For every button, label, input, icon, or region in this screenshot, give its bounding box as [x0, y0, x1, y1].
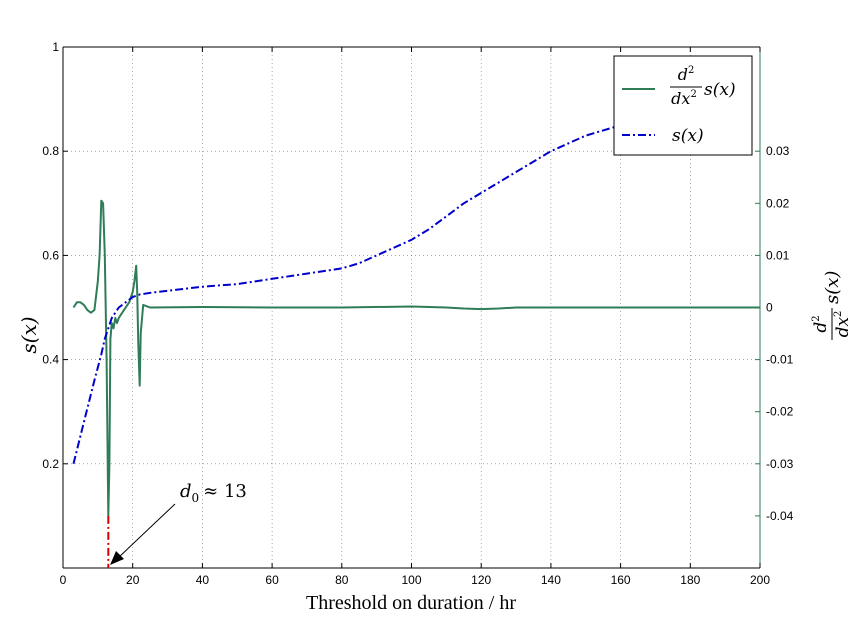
x-tick-label: 20 [126, 573, 140, 587]
annotation-label: d0 ≈ 13 [180, 481, 247, 505]
y-tick-label: 0.6 [42, 248, 59, 262]
y2-label-fn: s(x) [822, 271, 843, 304]
x-tick-label: 100 [401, 573, 421, 587]
y2-tick-label: 0.03 [766, 144, 790, 158]
legend-label-derivative: d2 dx2 s(x) [670, 65, 736, 108]
y2-tick-label: -0.03 [766, 457, 794, 471]
x-tick-label: 80 [335, 573, 349, 587]
annotation-main: d [180, 481, 192, 502]
y-axis-label: s(x) [17, 316, 41, 353]
y2-tick-label: -0.02 [766, 405, 794, 419]
x-tick-label: 60 [265, 573, 279, 587]
x-tick-label: 140 [541, 573, 561, 587]
y2-tick-label: 0.02 [766, 196, 790, 210]
y-tick-label: 0.2 [42, 457, 59, 471]
y2-tick-label: -0.04 [766, 509, 794, 523]
svg-text:d2: d2 [678, 65, 695, 84]
legend-label-s: s(x) [672, 126, 704, 146]
y-tick-label: 1 [52, 40, 59, 54]
x-tick-label: 120 [471, 573, 491, 587]
y-tick-label: 0.8 [42, 144, 59, 158]
annotation-sub: 0 [192, 491, 200, 505]
annotation-arrowhead [110, 551, 124, 565]
x-tick-label: 200 [750, 573, 770, 587]
y2-tick-label: 0.01 [766, 248, 790, 262]
annotation-d0: d0 ≈ 13 [107, 481, 247, 568]
svg-text:dx2: dx2 [671, 89, 697, 108]
series-layer [72, 120, 760, 517]
x-axis-label: Threshold on duration / hr [306, 592, 516, 614]
series-s-line [72, 120, 639, 465]
x-tick-label: 40 [196, 573, 210, 587]
y2-label-num: d2 [811, 315, 831, 332]
annotation-rest: ≈ 13 [203, 481, 247, 502]
series-second-derivative-line [72, 199, 760, 517]
y2-axis-label: d2 dx2 s(x) [811, 271, 853, 340]
x-tick-label: 180 [680, 573, 700, 587]
y2-label-den: dx2 [833, 311, 853, 338]
x-tick-label: 0 [60, 573, 67, 587]
y2-tick-label: -0.01 [766, 353, 794, 367]
svg-text:s(x): s(x) [704, 80, 736, 100]
x-tick-label: 160 [611, 573, 631, 587]
y-tick-label: 0.4 [42, 353, 59, 367]
legend: d2 dx2 s(x) s(x) [613, 55, 753, 156]
annotation-arrow [117, 503, 176, 559]
ticks: 0 20 40 60 80 100 120 140 160 180 2000.20.40.60.81… [42, 40, 793, 587]
y2-tick-label: 0 [766, 301, 773, 315]
legend-box [613, 55, 753, 156]
